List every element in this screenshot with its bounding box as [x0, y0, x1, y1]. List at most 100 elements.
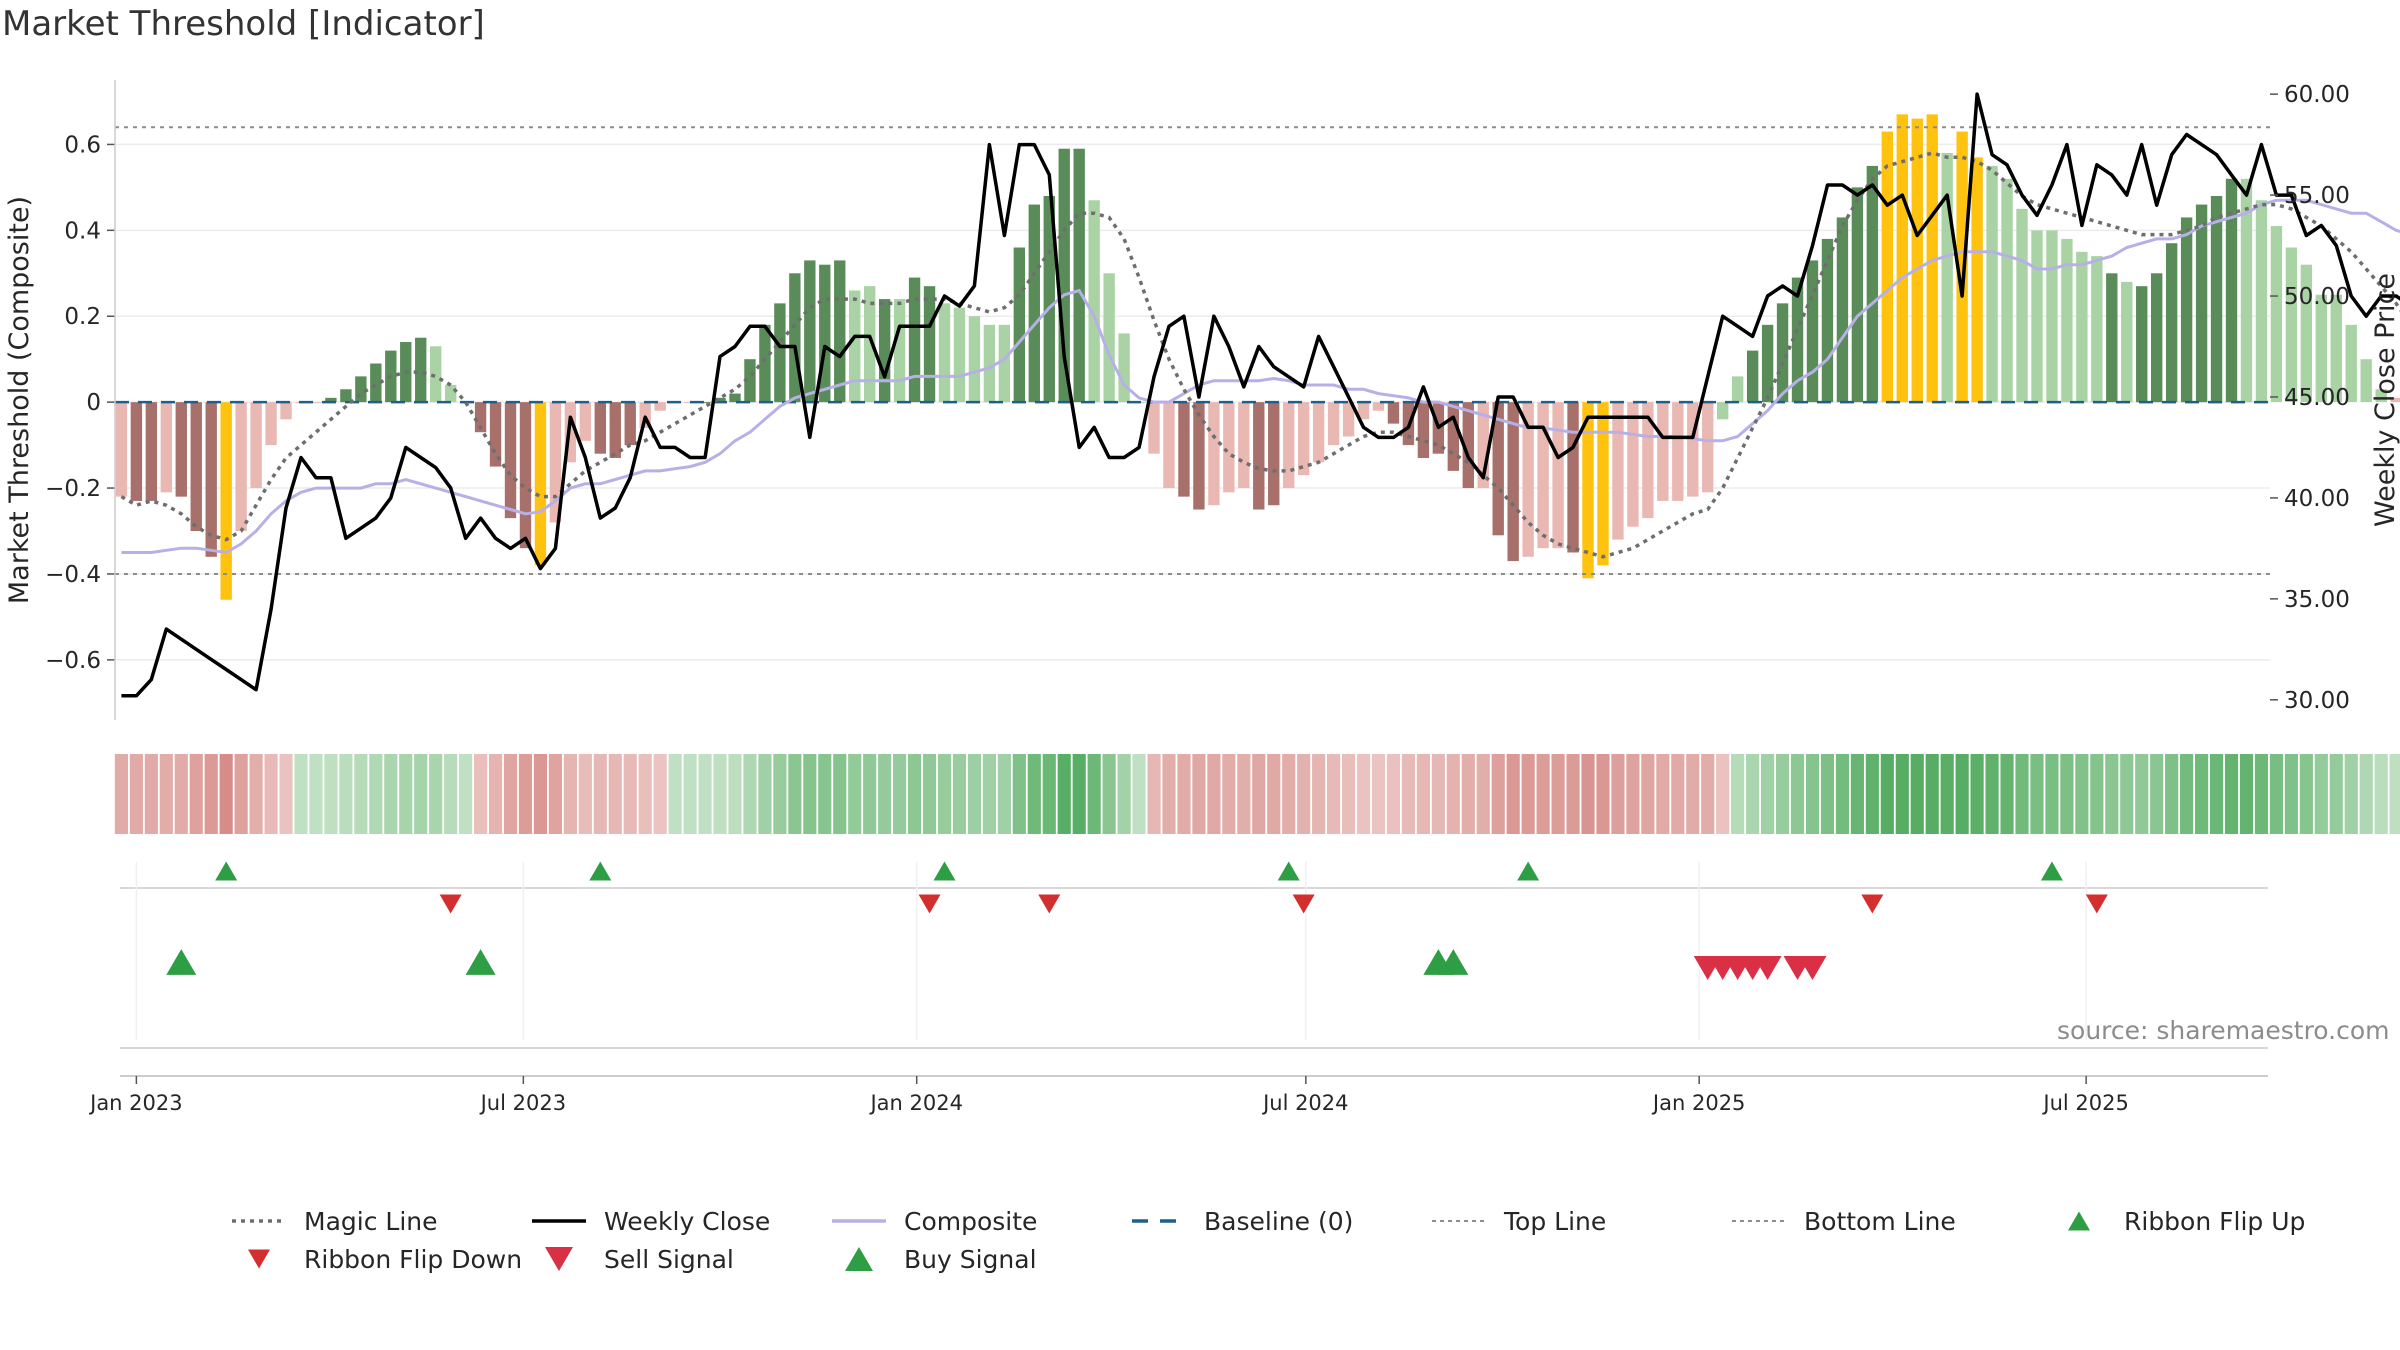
ribbon-flip-up-marker	[589, 861, 612, 881]
composite-bar	[863, 286, 876, 403]
ribbon-cell	[638, 754, 652, 834]
ribbon-cell	[653, 754, 667, 834]
composite-bar	[2001, 178, 2013, 403]
composite-bar	[2121, 281, 2133, 403]
composite-bar	[819, 264, 831, 403]
ribbon-cell	[1431, 754, 1445, 834]
composite-bar	[415, 337, 427, 403]
ribbon-cell	[1835, 754, 1850, 834]
ribbon-cell	[473, 754, 488, 834]
axes: −0.6 −0.4 −0.2 0 0.2 0.4 0.6 30.00 35.00 40.00 45.…	[4, 80, 2400, 720]
ribbon-cell	[1551, 754, 1565, 834]
y2-tick-label: 60.00	[2284, 82, 2350, 108]
ribbon-cell	[683, 754, 697, 834]
ribbon-cell	[2329, 754, 2343, 834]
ribbon-flip-up-marker	[933, 861, 956, 881]
ribbon-cell	[878, 754, 892, 834]
ribbon-cell	[488, 754, 503, 834]
ribbon-cell	[264, 754, 278, 834]
composite-bar	[1567, 402, 1579, 553]
ribbon-cell	[2015, 754, 2029, 834]
y2-axis-label: Weekly Close Price	[2370, 273, 2400, 527]
legend-label: Composite	[904, 1206, 1038, 1236]
ribbon-cell	[399, 754, 413, 834]
ribbon-cell	[1611, 754, 1625, 834]
composite-bar	[235, 402, 247, 532]
composite-bar	[1866, 165, 1879, 403]
composite-bar	[2285, 247, 2298, 403]
composite-bar	[2076, 251, 2088, 403]
ribbon-cell	[848, 754, 862, 834]
ribbon-cell	[952, 754, 967, 834]
ribbon-cell	[743, 754, 757, 834]
composite-bar	[1597, 402, 1609, 566]
composite-bar	[1672, 402, 1684, 501]
ribbon-cell	[324, 754, 338, 834]
ribbon-cell	[2224, 754, 2239, 834]
ribbon-cell	[2284, 754, 2298, 834]
source-note: source: sharemaestro.com	[2057, 1016, 2390, 1045]
ribbon-flip-down-marker	[1292, 894, 1315, 914]
composite-bar	[639, 402, 651, 428]
legend-swatch	[832, 1219, 886, 1223]
ribbon-cell	[518, 754, 533, 834]
composite-bar	[1058, 148, 1070, 403]
ribbon-cell	[863, 754, 877, 834]
ribbon-cell	[429, 754, 443, 834]
ribbon-flip-down-marker	[1861, 894, 1884, 914]
composite-bar	[1836, 217, 1849, 403]
ribbon-cell	[2090, 754, 2104, 834]
composite-bar	[2225, 178, 2238, 403]
ribbon-cell	[339, 754, 353, 834]
composite-bar	[2046, 230, 2058, 403]
ribbon-cell	[189, 754, 203, 834]
ribbon-cell	[713, 754, 727, 834]
composite-bar	[1507, 402, 1519, 562]
composite-bar	[1956, 131, 1968, 403]
composite-bar	[1971, 157, 1983, 403]
composite-bar	[1492, 402, 1504, 536]
composite-bar	[774, 303, 786, 403]
ribbon-cell	[997, 754, 1011, 834]
ribbon-flip-down-marker	[2085, 894, 2108, 914]
composite-bar	[953, 307, 966, 403]
y-tick-label: −0.2	[45, 476, 101, 502]
composite-bar	[2061, 238, 2073, 403]
ribbon-cell	[294, 754, 308, 834]
ribbon-cell	[503, 754, 518, 834]
ribbon-cell	[1566, 754, 1580, 834]
ribbon-flip-up-marker	[215, 861, 238, 881]
legend-item-magic-line: Magic Line	[230, 1204, 438, 1238]
legend-label: Bottom Line	[1804, 1206, 1956, 1236]
ribbon-cell	[563, 754, 577, 834]
ribbon-cell	[1312, 754, 1326, 834]
weekly-close-line	[121, 92, 2400, 698]
ribbon-cell	[1237, 754, 1251, 834]
ribbon-cell	[593, 754, 607, 834]
composite-bar	[1582, 402, 1594, 579]
composite-bar	[1163, 402, 1175, 489]
legend: Magic Line Weekly Close Composite Baseline …	[230, 1204, 2330, 1284]
ribbon-cell	[129, 754, 143, 834]
ribbon-cell	[2060, 754, 2074, 834]
ribbon-cell	[2030, 754, 2044, 834]
composite-bar	[729, 393, 741, 403]
composite-bar	[2390, 397, 2400, 403]
composite-bar	[190, 402, 202, 532]
ribbon-cell	[967, 754, 982, 834]
ribbon-cell	[1641, 754, 1655, 834]
composite-bar	[1208, 402, 1220, 506]
composite-bar	[1193, 402, 1205, 510]
legend-swatch	[1432, 1220, 1486, 1222]
legend-label: Baseline (0)	[1204, 1206, 1354, 1236]
ribbon-flip-down-marker	[918, 894, 941, 914]
composite-bar	[1327, 402, 1340, 446]
legend-item-baseline-0: Baseline (0)	[1130, 1204, 1353, 1238]
ribbon-cell	[1880, 754, 1894, 834]
composite-bar	[1028, 204, 1040, 403]
composite-bar	[504, 402, 517, 519]
ribbon-cell	[1027, 754, 1041, 834]
composite-bar	[160, 402, 172, 493]
legend-label: Top Line	[1504, 1206, 1607, 1236]
composite-bar	[1148, 402, 1160, 454]
